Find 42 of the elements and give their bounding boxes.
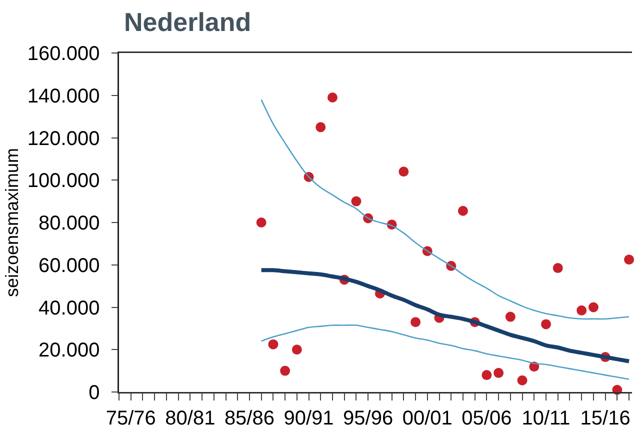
line-series	[260, 98, 630, 320]
point	[268, 339, 278, 350]
y-axis-title: seizoensmaximum	[2, 148, 22, 298]
line-series	[260, 324, 630, 380]
point	[541, 319, 552, 330]
point	[316, 122, 326, 132]
x-tick-label: 95/96	[343, 407, 394, 429]
y-tick-label: 140.000	[27, 85, 100, 108]
point	[576, 305, 587, 316]
point	[505, 312, 516, 322]
y-tick-label: 60.000	[38, 254, 100, 277]
x-tick-label: 15/16	[580, 407, 630, 429]
point	[517, 375, 528, 386]
point	[256, 218, 266, 228]
line-series	[259, 268, 632, 364]
y-tick-label: 0	[88, 382, 100, 404]
point	[458, 206, 468, 216]
y-tick-label: 80.000	[38, 212, 100, 234]
x-tick-label: 85/86	[224, 407, 274, 429]
x-tick-label: 00/01	[402, 407, 452, 429]
point	[292, 344, 302, 355]
point	[351, 196, 362, 206]
point	[624, 254, 634, 265]
point	[398, 166, 409, 177]
y-tick-label: 40.000	[38, 297, 100, 320]
x-tick-label: 80/81	[165, 407, 216, 429]
y-tick-label: 160.000	[27, 43, 100, 65]
y-tick-label: 120.000	[27, 128, 100, 150]
point	[552, 263, 563, 274]
x-tick-label: 75/76	[106, 407, 156, 429]
point	[588, 302, 598, 312]
point	[410, 317, 421, 328]
y-tick-label: 100.000	[27, 170, 100, 192]
point	[482, 370, 492, 380]
chart-title: Nederland	[124, 7, 252, 38]
x-tick-label: 05/06	[462, 407, 512, 429]
point	[494, 368, 504, 378]
x-tick-label: 90/91	[284, 407, 334, 429]
point	[328, 92, 338, 102]
x-tick-label: 10/11	[522, 407, 570, 429]
point	[280, 366, 290, 376]
y-tick-label: 20.000	[38, 340, 100, 362]
